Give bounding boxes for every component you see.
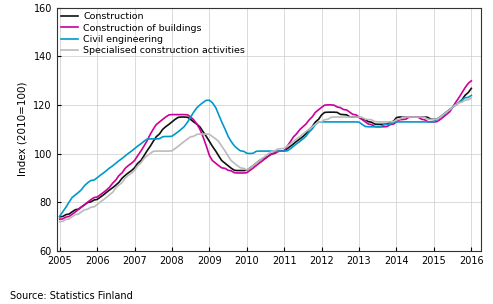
Civil engineering: [453, 103, 458, 107]
Specialised construction activities: [57, 220, 63, 223]
Specialised construction activities: [85, 207, 91, 211]
Civil engineering: [443, 110, 449, 114]
Construction: [340, 113, 346, 116]
Construction of buildings: [453, 101, 458, 104]
Y-axis label: Index (2010=100): Index (2010=100): [18, 82, 28, 176]
Construction: [468, 87, 474, 90]
Construction: [443, 110, 449, 114]
Construction: [85, 201, 91, 204]
Construction of buildings: [85, 200, 91, 204]
Civil engineering: [340, 120, 346, 124]
Construction of buildings: [443, 113, 449, 116]
Specialised construction activities: [328, 116, 334, 119]
Civil engineering: [57, 214, 63, 218]
Construction: [328, 110, 334, 114]
Text: Source: Statistics Finland: Source: Statistics Finland: [10, 291, 133, 301]
Specialised construction activities: [340, 115, 346, 119]
Specialised construction activities: [316, 120, 321, 124]
Legend: Construction, Construction of buildings, Civil engineering, Specialised construc: Construction, Construction of buildings,…: [62, 12, 245, 55]
Line: Specialised construction activities: Specialised construction activities: [60, 98, 471, 222]
Civil engineering: [85, 181, 91, 185]
Civil engineering: [468, 94, 474, 97]
Construction: [453, 103, 458, 107]
Construction of buildings: [57, 217, 63, 221]
Construction: [316, 117, 321, 121]
Line: Civil engineering: Civil engineering: [60, 95, 471, 216]
Specialised construction activities: [443, 110, 449, 114]
Construction of buildings: [468, 79, 474, 83]
Construction: [57, 215, 63, 219]
Specialised construction activities: [468, 96, 474, 100]
Construction of buildings: [316, 108, 321, 112]
Line: Construction of buildings: Construction of buildings: [60, 81, 471, 219]
Civil engineering: [316, 120, 321, 124]
Civil engineering: [328, 120, 334, 124]
Specialised construction activities: [453, 103, 458, 107]
Construction of buildings: [340, 108, 346, 111]
Construction of buildings: [328, 103, 334, 107]
Line: Construction: Construction: [60, 88, 471, 217]
